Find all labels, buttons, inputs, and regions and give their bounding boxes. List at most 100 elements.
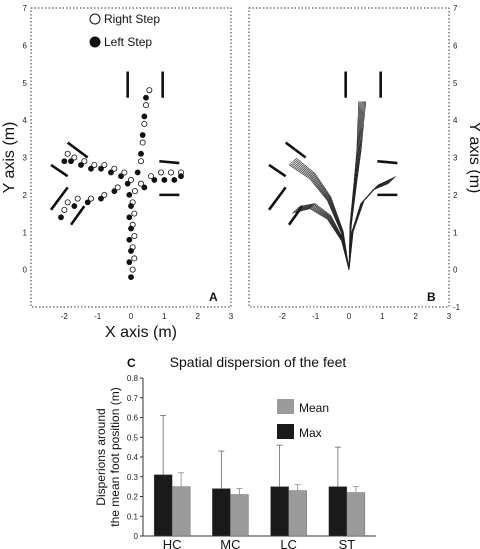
- trajectory-line: [297, 204, 350, 270]
- panel-a-y-tick-label: 1: [23, 228, 28, 237]
- panel-c-y-tick-label: 0.7: [127, 394, 139, 403]
- left-step-point: [61, 158, 68, 165]
- trajectory-line: [348, 176, 396, 270]
- panel-b-y-tick-label: 1: [453, 228, 458, 237]
- panel-c-y-tick-label: 0.5: [127, 433, 139, 442]
- trajectory-line: [295, 205, 350, 270]
- left-step-point: [84, 199, 91, 206]
- right-step-point: [157, 169, 164, 176]
- panel-b-y-tick-label: 4: [453, 116, 458, 125]
- right-step-point: [81, 158, 88, 165]
- panel-c-y-tick-label: 0.8: [127, 374, 139, 383]
- left-step-point: [126, 259, 133, 266]
- left-step-point: [111, 188, 118, 195]
- trajectory-line: [290, 162, 350, 270]
- left-step-point: [58, 214, 64, 221]
- mean-bar: [288, 490, 307, 537]
- trajectory-line: [295, 157, 350, 270]
- right-step-point: [137, 180, 144, 187]
- right-step-point: [146, 87, 153, 94]
- panel-b-label: B: [427, 290, 436, 304]
- panel-a-frame: [30, 7, 232, 308]
- panel-a-x-axis-label: X axis (m): [105, 324, 177, 341]
- right-step-point: [131, 232, 138, 239]
- panel-a-x-tick-label: 3: [229, 312, 234, 321]
- max-bar: [212, 488, 231, 537]
- panel-b-frame: [248, 7, 450, 308]
- panel-a-x-tick-label: -2: [61, 312, 69, 321]
- panel-a-wall-segment: [159, 159, 180, 165]
- panel-b-y-tick-label: 6: [453, 41, 458, 50]
- left-step-point: [88, 165, 94, 172]
- trajectory-line: [299, 203, 350, 270]
- panel-a-y-tick-label: 5: [23, 79, 28, 88]
- left-step-point: [68, 158, 74, 165]
- left-step-point: [151, 177, 158, 183]
- panel-a-x-tick-label: -1: [94, 312, 102, 321]
- trajectory-line: [292, 208, 350, 270]
- panel-b-wall-segment: [377, 159, 398, 165]
- left-step-point: [71, 203, 78, 209]
- left-step-point: [124, 180, 131, 187]
- panel-b-y-tick-label: -1: [453, 303, 461, 312]
- left-step-point: [128, 248, 134, 254]
- panel-c-y-tick-label: 0.6: [127, 414, 139, 423]
- right-step-point: [142, 102, 149, 109]
- right-step-point: [91, 161, 98, 168]
- right-step-point: [139, 139, 146, 146]
- max-bar: [328, 486, 348, 537]
- left-step-point: [98, 165, 104, 172]
- right-step-point: [74, 195, 81, 202]
- left-step-point: [108, 169, 114, 176]
- category-label: HC: [163, 537, 182, 549]
- panel-b-x-tick-label: 2: [413, 312, 418, 321]
- trajectory-line: [289, 163, 350, 270]
- trajectory-line: [293, 159, 350, 270]
- panel-b-x-tick-label: 0: [347, 312, 352, 321]
- panel-a-y-tick-label: 0: [23, 266, 28, 275]
- panel-b-x-tick-label: 1: [380, 312, 385, 321]
- right-step-point: [61, 206, 68, 213]
- max-bar: [270, 486, 289, 537]
- panel-a-y-tick-label: 2: [23, 191, 28, 200]
- left-step-point: [141, 113, 148, 120]
- right-step-point: [131, 210, 138, 217]
- right-step-point: [64, 199, 71, 206]
- panel-b-wall-segment: [268, 163, 287, 178]
- mean-bar: [346, 492, 366, 537]
- left-step-point: [126, 191, 133, 198]
- trajectory-line: [293, 207, 350, 270]
- right-step-point: [64, 150, 71, 157]
- right-step-point: [101, 191, 108, 198]
- right-step-point: [167, 169, 174, 176]
- panel-c-label: C: [127, 356, 136, 370]
- panel-a-wall-segment: [66, 141, 89, 159]
- right-step-point: [141, 120, 148, 127]
- panel-c-y-tick-label: 0.3: [127, 473, 139, 482]
- left-step-point: [134, 169, 141, 176]
- left-step-point: [78, 162, 84, 168]
- panel-b-x-tick-label: 3: [447, 312, 452, 321]
- mean-bar: [171, 486, 191, 537]
- right-step-point: [131, 255, 138, 262]
- left-step-point: [118, 173, 124, 180]
- right-step-point: [101, 161, 108, 168]
- legend-left-step-label: Left Step: [104, 35, 152, 49]
- panel-c-y-tick-label: 0: [134, 532, 139, 541]
- panel-b-y-tick-label: 0: [453, 266, 458, 275]
- left-step-point: [126, 236, 133, 243]
- right-step-point: [71, 154, 78, 161]
- right-step-point: [121, 169, 128, 176]
- panel-b-x-tick-label: -1: [312, 312, 320, 321]
- panel-a-y-tick-label: 6: [23, 41, 28, 50]
- panel-a-label: A: [209, 290, 218, 304]
- panel-a-y-tick-label: 7: [23, 4, 28, 13]
- legend-right-step-marker: [89, 13, 101, 25]
- category-label: MC: [220, 537, 240, 549]
- max-bar: [153, 474, 173, 537]
- right-step-point: [114, 184, 121, 191]
- right-step-point: [111, 165, 118, 172]
- left-step-point: [128, 225, 134, 232]
- panel-a-x-tick-label: 1: [162, 312, 167, 321]
